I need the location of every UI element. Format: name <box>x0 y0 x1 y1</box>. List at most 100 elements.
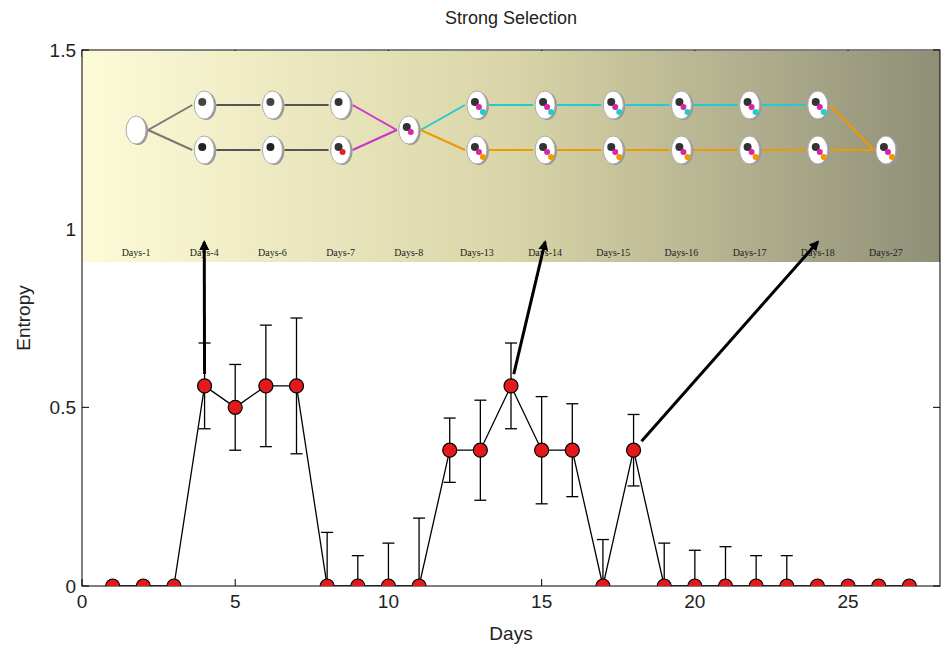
lineage-arrow <box>557 104 601 106</box>
error-bar-cap <box>352 555 364 556</box>
error-bar-cap <box>689 550 701 551</box>
error-bar <box>750 556 762 586</box>
error-bar-cap <box>413 517 425 518</box>
colony <box>684 109 690 115</box>
error-bar-cap <box>597 539 609 540</box>
dish <box>876 136 896 164</box>
error-bar <box>413 518 425 586</box>
error-bar-cap <box>750 555 762 556</box>
y-tick-label: 0 <box>65 576 76 597</box>
colony <box>480 109 486 115</box>
colony <box>198 143 206 151</box>
data-point <box>504 379 518 393</box>
x-tick-label: 15 <box>531 591 552 612</box>
colony <box>476 104 482 110</box>
x-tick-label: 0 <box>77 591 88 612</box>
day-label: Days-15 <box>596 247 630 258</box>
lineage-arrow <box>284 104 328 106</box>
colony <box>544 104 550 110</box>
colony <box>889 154 895 160</box>
dish <box>331 91 351 119</box>
lineage-arrow <box>693 149 737 151</box>
dish <box>467 136 487 164</box>
data-point <box>198 379 212 393</box>
colony <box>684 154 690 160</box>
lineage-arrow <box>489 149 533 151</box>
error-bar <box>628 414 640 485</box>
error-bar <box>382 543 394 586</box>
illustration-panel <box>82 51 940 262</box>
error-bar-cap <box>658 542 670 543</box>
dish <box>603 136 623 164</box>
day-label: Days-16 <box>664 247 698 258</box>
data-point <box>259 379 273 393</box>
colony <box>548 154 554 160</box>
error-bar <box>291 318 303 454</box>
lineage-arrow <box>693 104 737 106</box>
day-label: Days-6 <box>258 247 287 258</box>
y-tick <box>82 407 89 408</box>
lineage-arrow <box>625 104 669 106</box>
lineage-arrow <box>216 149 260 151</box>
colony <box>408 129 414 135</box>
error-bar <box>720 547 732 586</box>
error-bar-cap <box>720 546 732 547</box>
colony <box>616 109 622 115</box>
lineage-arrow <box>353 130 397 150</box>
x-tick <box>235 579 236 586</box>
dish <box>808 91 828 119</box>
data-point <box>167 579 181 586</box>
data-point <box>719 579 733 586</box>
error-bar-stem <box>326 532 327 586</box>
lineage-arrow <box>216 104 260 106</box>
data-point <box>565 443 579 457</box>
colony <box>544 149 550 155</box>
colony <box>885 149 891 155</box>
plot-frame <box>82 50 940 586</box>
title: Strong Selection <box>445 8 577 28</box>
lineage-arrow <box>421 130 465 150</box>
dish <box>262 91 282 119</box>
error-bar <box>781 556 793 586</box>
lineage-arrow <box>762 104 806 106</box>
colony <box>335 98 343 106</box>
error-bar <box>566 404 578 497</box>
colony <box>753 109 759 115</box>
colony <box>480 154 486 160</box>
colony <box>612 149 618 155</box>
dish <box>603 91 623 119</box>
error-bar <box>260 325 272 446</box>
error-bar-cap <box>628 414 640 415</box>
x-axis-title: Days <box>489 623 532 644</box>
data-point <box>412 579 426 586</box>
callout-arrow <box>642 242 818 441</box>
x-tick-label: 5 <box>230 591 241 612</box>
y-tick-label: 1 <box>65 219 76 240</box>
data-point <box>810 579 824 586</box>
colony <box>680 104 686 110</box>
colony <box>749 149 755 155</box>
error-bar-cap <box>199 428 211 429</box>
colony <box>198 98 206 106</box>
error-bar-cap <box>260 446 272 447</box>
colony <box>821 154 827 160</box>
colony <box>548 109 554 115</box>
lineage-arrow <box>284 149 328 151</box>
data-point <box>688 579 702 586</box>
error-bar <box>352 556 364 586</box>
colony <box>817 104 823 110</box>
data-point <box>657 579 671 586</box>
dish <box>194 136 214 164</box>
dish <box>740 91 760 119</box>
error-bar-cap <box>229 364 241 365</box>
colony <box>753 154 759 160</box>
colony <box>680 149 686 155</box>
error-bar <box>229 364 241 450</box>
colony <box>266 98 274 106</box>
error-bar <box>474 400 486 500</box>
dish <box>671 136 691 164</box>
error-bar-cap <box>505 428 517 429</box>
dish <box>331 136 351 164</box>
lineage-arrow <box>148 130 192 150</box>
day-label: Days-27 <box>869 247 903 258</box>
